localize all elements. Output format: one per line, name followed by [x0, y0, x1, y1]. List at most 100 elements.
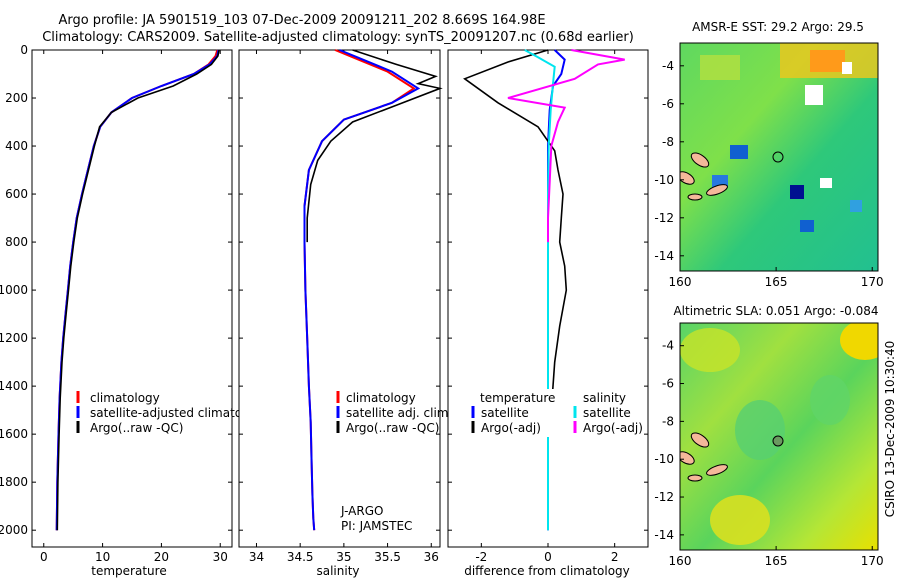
x-tick-label: 2	[611, 550, 619, 564]
temperature-axes	[31, 49, 233, 548]
y-tick-label: 800	[5, 235, 28, 249]
float-position-marker	[772, 435, 784, 447]
y-tick-label: 200	[5, 91, 28, 105]
sst-warm-patch	[700, 55, 740, 80]
island	[690, 152, 710, 168]
sla-map-field	[680, 323, 878, 550]
sst-map-ticks: 160 165 170 -4 -6 -8 -10 -12 -14	[654, 59, 883, 289]
x-tick-label: 35	[336, 550, 351, 564]
series-sal_argo-line	[507, 49, 625, 243]
island	[680, 171, 695, 185]
sla-map-ticks: 160 165 170 -4 -6 -8 -10 -12 -14	[654, 339, 883, 568]
legend-salinity-title: salinity	[583, 391, 626, 405]
legend-temp-argo-label: Argo(-adj)	[481, 421, 541, 435]
sla-low-patch	[735, 400, 785, 460]
y-tick-label: 2000	[0, 523, 28, 537]
sla-high-patch	[680, 328, 740, 372]
y-tick-label: 1400	[0, 379, 28, 393]
x-tick-label: 30	[213, 550, 228, 564]
temperature-plot: 0 10 20 30 0 200 400 600 800 1000 1200 1400 1600 1800…	[0, 43, 232, 564]
y-tick-label: 400	[5, 139, 28, 153]
difference-xlabel: difference from climatology	[464, 564, 630, 578]
y-tick-label: 0	[20, 43, 28, 57]
map-y-tick-label: -6	[662, 377, 674, 391]
map-x-tick-label: 160	[669, 554, 692, 568]
x-tick-label: 34.5	[287, 550, 314, 564]
island	[690, 432, 710, 448]
x-tick-label: -2	[475, 550, 487, 564]
legend-temp-sat-label: satellite	[481, 406, 529, 420]
temperature-legend: climatology satellite-adjusted climatolo…	[76, 391, 260, 435]
legend-background	[470, 389, 640, 437]
sst-cloud-gap	[805, 85, 823, 105]
title-line-2: Climatology: CARS2009. Satellite-adjuste…	[42, 30, 634, 45]
x-tick-label: 10	[95, 550, 110, 564]
island	[687, 474, 703, 482]
y-tick-label: 1200	[0, 331, 28, 345]
difference-plot: -2 0 2	[448, 49, 648, 564]
map-y-tick-label: -14	[654, 528, 674, 542]
sst-cool-patch	[850, 200, 862, 212]
x-tick-label: 35.5	[374, 550, 401, 564]
legend-sat-label: satellite adj. clim.	[346, 406, 452, 420]
island	[706, 464, 728, 476]
salinity-panel: 34 34.5 35 35.5 36 salinity climatology sate…	[238, 49, 452, 578]
sst-background	[680, 43, 878, 271]
sst-warm-patch	[810, 50, 845, 72]
x-tick-label: 0	[544, 550, 552, 564]
sst-cloud-gap	[820, 178, 832, 188]
map-x-tick-label: 165	[765, 554, 788, 568]
sla-map-panel: Altimetric SLA: 0.051 Argo: -0.084 160 16…	[654, 304, 883, 568]
temperature-panel: 0 10 20 30 0 200 400 600 800 1000 1200 1400 1600 1800…	[0, 43, 260, 578]
sla-high-patch	[840, 323, 878, 360]
y-tick-label: 1800	[0, 475, 28, 489]
map-y-tick-label: -6	[662, 97, 674, 111]
map-x-tick-label: 165	[765, 275, 788, 289]
map-y-tick-label: -8	[662, 414, 674, 428]
csiro-timestamp: CSIRO 13-Dec-2009 10:30:40	[883, 341, 897, 518]
map-y-tick-label: -14	[654, 249, 674, 263]
legend-clim-label: climatology	[90, 391, 160, 405]
x-tick-label: 0	[40, 550, 48, 564]
legend-clim-label: climatology	[346, 391, 416, 405]
island	[680, 451, 695, 465]
map-y-tick-label: -12	[654, 211, 674, 225]
sst-map-axes	[679, 42, 879, 272]
sst-cool-patch	[790, 185, 804, 199]
salinity-legend: climatology satellite adj. clim. Argo(..…	[336, 391, 452, 435]
legend-temperature-title: temperature	[480, 391, 555, 405]
legend-sat-label: satellite-adjusted climatolog	[90, 406, 260, 420]
title-line-1: Argo profile: JA 5901519_103 07-Dec-2009…	[58, 13, 545, 28]
sla-map-title: Altimetric SLA: 0.051 Argo: -0.084	[673, 304, 878, 318]
legend-sal-sat-label: satellite	[583, 406, 631, 420]
series-argo-line	[306, 49, 443, 243]
island	[706, 184, 728, 196]
map-y-tick-label: -10	[654, 452, 674, 466]
salinity-plot: 34 34.5 35 35.5 36	[239, 49, 443, 564]
island	[687, 193, 703, 201]
map-y-tick-label: -12	[654, 490, 674, 504]
map-y-tick-label: -4	[662, 339, 674, 353]
sla-high-patch	[710, 495, 770, 545]
map-y-tick-label: -10	[654, 173, 674, 187]
x-tick-label: 20	[154, 550, 169, 564]
series-sat-line	[303, 49, 421, 531]
difference-panel: -2 0 2 difference from climatology tempera…	[447, 49, 649, 578]
series-argo-line	[56, 49, 220, 531]
float-position-marker	[772, 151, 784, 163]
legend-argo-label: Argo(..raw -QC)	[346, 421, 439, 435]
sst-map-field	[680, 43, 878, 271]
legend-argo-label: Argo(..raw -QC)	[90, 421, 183, 435]
sla-map-axes	[679, 322, 879, 551]
y-tick-label: 1000	[0, 283, 28, 297]
pi-label: PI: JAMSTEC	[341, 519, 412, 533]
sst-cool-patch	[712, 175, 728, 187]
map-y-tick-label: -4	[662, 59, 674, 73]
sst-cloud-gap	[842, 62, 852, 74]
sst-map-title: AMSR-E SST: 29.2 Argo: 29.5	[692, 20, 864, 34]
series-argo-line	[463, 49, 568, 435]
y-tick-label: 1600	[0, 427, 28, 441]
map-y-tick-label: -8	[662, 135, 674, 149]
